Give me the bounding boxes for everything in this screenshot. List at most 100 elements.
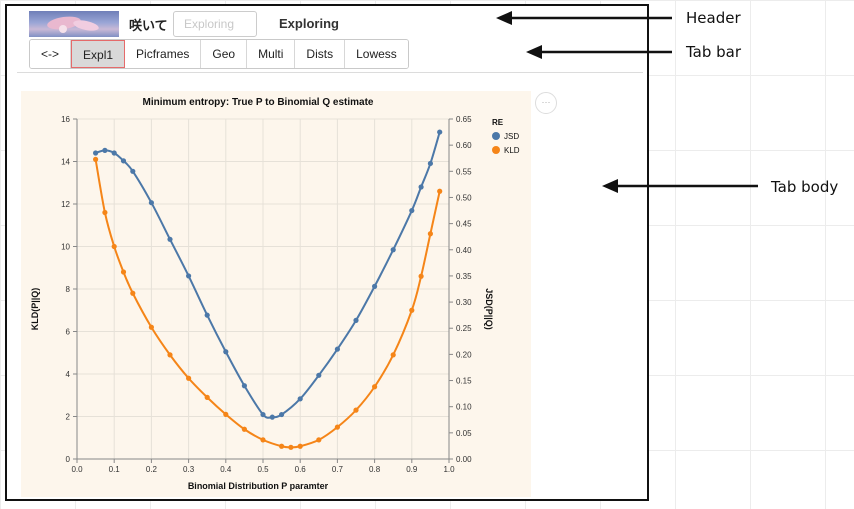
y-right-tick-label: 0.15 <box>456 377 472 386</box>
y-left-tick-label: 14 <box>61 158 70 167</box>
tab-bar-arrow-icon <box>526 45 672 59</box>
y-left-tick-label: 12 <box>61 200 70 209</box>
data-point-jsd <box>418 184 424 190</box>
y-left-tick-label: 10 <box>61 243 70 252</box>
data-point-jsd <box>427 160 433 167</box>
data-point-kld <box>427 231 433 237</box>
search-input[interactable] <box>173 11 257 37</box>
data-point-jsd <box>204 312 210 318</box>
y-right-tick-label: 0.00 <box>456 455 472 464</box>
tab-body-arrow-icon <box>602 179 758 193</box>
data-point-jsd <box>186 273 192 279</box>
data-point-kld <box>334 424 340 430</box>
tab-multi[interactable]: Multi <box>247 40 296 68</box>
data-point-kld <box>111 243 117 250</box>
data-point-jsd <box>372 283 378 289</box>
data-point-jsd <box>297 396 303 402</box>
x-tick-label: 0.3 <box>183 465 195 474</box>
data-point-jsd <box>409 207 415 214</box>
y-right-tick-label: 0.05 <box>456 429 472 438</box>
data-point-jsd <box>316 372 322 378</box>
y-right-tick-label: 0.50 <box>456 193 472 202</box>
tab-dists[interactable]: Dists <box>295 40 346 68</box>
data-point-kld <box>102 209 108 216</box>
data-point-jsd <box>102 147 108 153</box>
annotation-tab-bar: Tab bar <box>686 43 742 61</box>
data-point-kld <box>409 307 415 313</box>
header-arrow-icon <box>496 11 672 25</box>
y-right-tick-label: 0.30 <box>456 298 472 307</box>
x-tick-label: 0.4 <box>220 465 232 474</box>
data-point-kld <box>316 437 322 443</box>
y-right-tick-label: 0.60 <box>456 141 472 150</box>
y-right-tick-label: 0.45 <box>456 220 472 229</box>
y-left-tick-label: 6 <box>66 328 71 337</box>
header: 咲いて Exploring <box>29 9 629 39</box>
legend-jsd-label: JSD <box>504 132 519 141</box>
y-left-tick-label: 4 <box>66 370 71 379</box>
app-title: 咲いて <box>129 18 168 33</box>
tab-toggle[interactable]: <-> <box>30 40 72 68</box>
legend-title: RE <box>492 118 504 127</box>
tab-expl1[interactable]: Expl1 <box>71 40 126 68</box>
data-point-jsd <box>437 129 443 135</box>
x-tick-label: 0.5 <box>257 465 269 474</box>
data-point-kld <box>390 352 396 358</box>
y-axis-right-label: JSD(P||Q) <box>484 288 494 330</box>
data-point-jsd <box>334 346 340 352</box>
entropy-chart: Minimum entropy: True P to Binomial Q es… <box>21 91 531 497</box>
y-right-tick-label: 0.20 <box>456 350 472 359</box>
chart-title: Minimum entropy: True P to Binomial Q es… <box>143 97 374 108</box>
legend-jsd-swatch <box>492 132 500 140</box>
legend-kld-label: KLD <box>504 146 520 155</box>
tab-divider <box>17 72 643 73</box>
data-point-kld <box>353 407 359 413</box>
x-tick-label: 0.8 <box>369 465 381 474</box>
y-left-tick-label: 16 <box>61 115 70 124</box>
data-point-kld <box>437 188 443 194</box>
data-point-jsd <box>269 414 275 420</box>
chart-axes: 0.0 0.1 0.2 0.3 0.4 0.5 0.6 0.7 0.8 0.9 1.0 0 2 4 6 8 10… <box>61 115 472 474</box>
y-right-tick-label: 0.40 <box>456 246 472 255</box>
legend-kld-swatch <box>492 146 500 154</box>
y-right-tick-label: 0.25 <box>456 324 472 333</box>
x-tick-label: 0.7 <box>332 465 344 474</box>
data-point-kld <box>93 156 99 162</box>
y-right-tick-label: 0.35 <box>456 272 472 281</box>
y-right-tick-label: 0.10 <box>456 403 472 412</box>
data-point-jsd <box>390 247 396 253</box>
annotation-tab-body: Tab body <box>771 178 839 196</box>
data-point-jsd <box>120 158 127 164</box>
data-point-kld <box>223 411 229 417</box>
app-window: 咲いて Exploring <-> Expl1 Picframes Geo Mu… <box>5 4 649 501</box>
data-point-jsd <box>241 383 247 389</box>
x-tick-label: 0.1 <box>109 465 121 474</box>
y-right-tick-label: 0.65 <box>456 115 472 124</box>
tab-geo[interactable]: Geo <box>201 40 248 68</box>
chart-more-options-button[interactable]: ··· <box>535 92 557 114</box>
tab-bar: <-> Expl1 Picframes Geo Multi Dists Lowe… <box>29 39 409 69</box>
y-left-tick-label: 0 <box>66 455 71 464</box>
flower-photo-icon[interactable] <box>29 11 119 37</box>
data-point-jsd <box>111 150 117 156</box>
data-point-kld <box>120 269 127 275</box>
x-tick-label: 0.6 <box>295 465 307 474</box>
y-right-tick-label: 0.55 <box>456 167 472 176</box>
page-title: Exploring <box>279 16 339 31</box>
tab-picframes[interactable]: Picframes <box>125 40 202 68</box>
data-point-kld <box>279 443 285 449</box>
y-left-tick-label: 8 <box>66 285 71 294</box>
data-point-jsd <box>260 411 266 418</box>
x-tick-label: 0.0 <box>71 465 83 474</box>
x-axis-label: Binomial Distribution P paramter <box>188 481 329 491</box>
chart-legend: RE JSD KLD <box>492 118 520 155</box>
x-tick-label: 0.9 <box>406 465 418 474</box>
data-point-kld <box>418 273 424 279</box>
data-point-jsd <box>93 150 99 156</box>
data-point-kld <box>167 352 173 358</box>
x-tick-label: 1.0 <box>443 465 455 474</box>
chart-marks <box>93 129 443 450</box>
data-point-jsd <box>130 168 136 174</box>
data-point-jsd <box>148 200 154 206</box>
tab-lowess[interactable]: Lowess <box>345 40 408 68</box>
